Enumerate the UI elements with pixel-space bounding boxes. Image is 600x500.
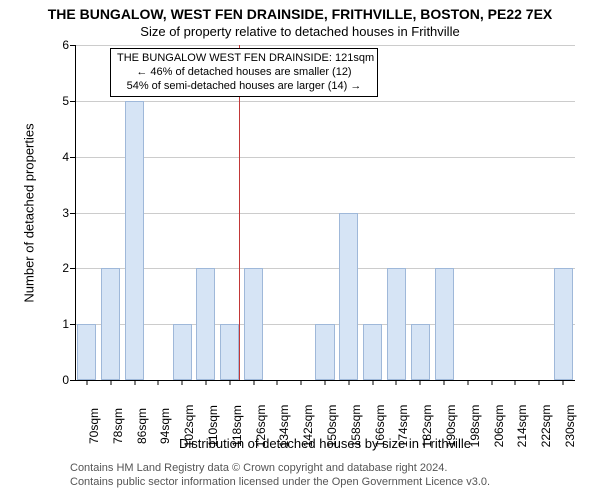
footer-line-2: Contains public sector information licen… bbox=[70, 476, 490, 490]
ytick-label: 2 bbox=[62, 261, 69, 275]
bar bbox=[125, 101, 144, 380]
bar bbox=[387, 268, 406, 380]
chart-title-main: THE BUNGALOW, WEST FEN DRAINSIDE, FRITHV… bbox=[0, 6, 600, 22]
xtick-mark bbox=[277, 380, 278, 385]
xtick-mark bbox=[372, 380, 373, 385]
grid-line bbox=[75, 101, 575, 102]
x-axis-label: Distribution of detached houses by size … bbox=[75, 436, 575, 451]
bar bbox=[77, 324, 96, 380]
grid-line bbox=[75, 45, 575, 46]
ytick-label: 3 bbox=[62, 206, 69, 220]
info-box-line: 54% of semi-detached houses are larger (… bbox=[117, 80, 371, 94]
chart-title-sub: Size of property relative to detached ho… bbox=[0, 24, 600, 39]
xtick-mark bbox=[539, 380, 540, 385]
bar bbox=[435, 268, 454, 380]
xtick-mark bbox=[563, 380, 564, 385]
grid-line bbox=[75, 213, 575, 214]
info-box: THE BUNGALOW WEST FEN DRAINSIDE: 121sqm←… bbox=[110, 48, 378, 97]
xtick-mark bbox=[444, 380, 445, 385]
xtick-mark bbox=[420, 380, 421, 385]
bar bbox=[554, 268, 573, 380]
info-box-line: THE BUNGALOW WEST FEN DRAINSIDE: 121sqm bbox=[117, 52, 371, 66]
ytick-label: 4 bbox=[62, 150, 69, 164]
bar bbox=[244, 268, 263, 380]
xtick-mark bbox=[491, 380, 492, 385]
ytick-label: 5 bbox=[62, 94, 69, 108]
grid-line bbox=[75, 268, 575, 269]
chart-container: { "chart": { "type": "bar", "title_main"… bbox=[0, 0, 600, 500]
xtick-mark bbox=[86, 380, 87, 385]
xtick-mark bbox=[205, 380, 206, 385]
xtick-mark bbox=[182, 380, 183, 385]
xtick-mark bbox=[253, 380, 254, 385]
xtick-mark bbox=[348, 380, 349, 385]
xtick-mark bbox=[301, 380, 302, 385]
ytick-label: 0 bbox=[62, 373, 69, 387]
xtick-mark bbox=[396, 380, 397, 385]
bar bbox=[339, 213, 358, 381]
xtick-mark bbox=[158, 380, 159, 385]
xtick-mark bbox=[229, 380, 230, 385]
y-axis-line bbox=[75, 45, 76, 380]
footer-line-1: Contains HM Land Registry data © Crown c… bbox=[70, 462, 490, 476]
bar bbox=[411, 324, 430, 380]
grid-line bbox=[75, 157, 575, 158]
xtick-mark bbox=[467, 380, 468, 385]
xtick-mark bbox=[110, 380, 111, 385]
y-axis-label: Number of detached properties bbox=[22, 123, 37, 302]
ytick-label: 1 bbox=[62, 317, 69, 331]
bar bbox=[196, 268, 215, 380]
xtick-mark bbox=[134, 380, 135, 385]
bar bbox=[315, 324, 334, 380]
footer-attribution: Contains HM Land Registry data © Crown c… bbox=[70, 462, 490, 490]
bar bbox=[220, 324, 239, 380]
xtick-mark bbox=[325, 380, 326, 385]
bar bbox=[173, 324, 192, 380]
ytick-label: 6 bbox=[62, 38, 69, 52]
bar bbox=[101, 268, 120, 380]
xtick-mark bbox=[515, 380, 516, 385]
info-box-line: ← 46% of detached houses are smaller (12… bbox=[117, 66, 371, 80]
bar bbox=[363, 324, 382, 380]
